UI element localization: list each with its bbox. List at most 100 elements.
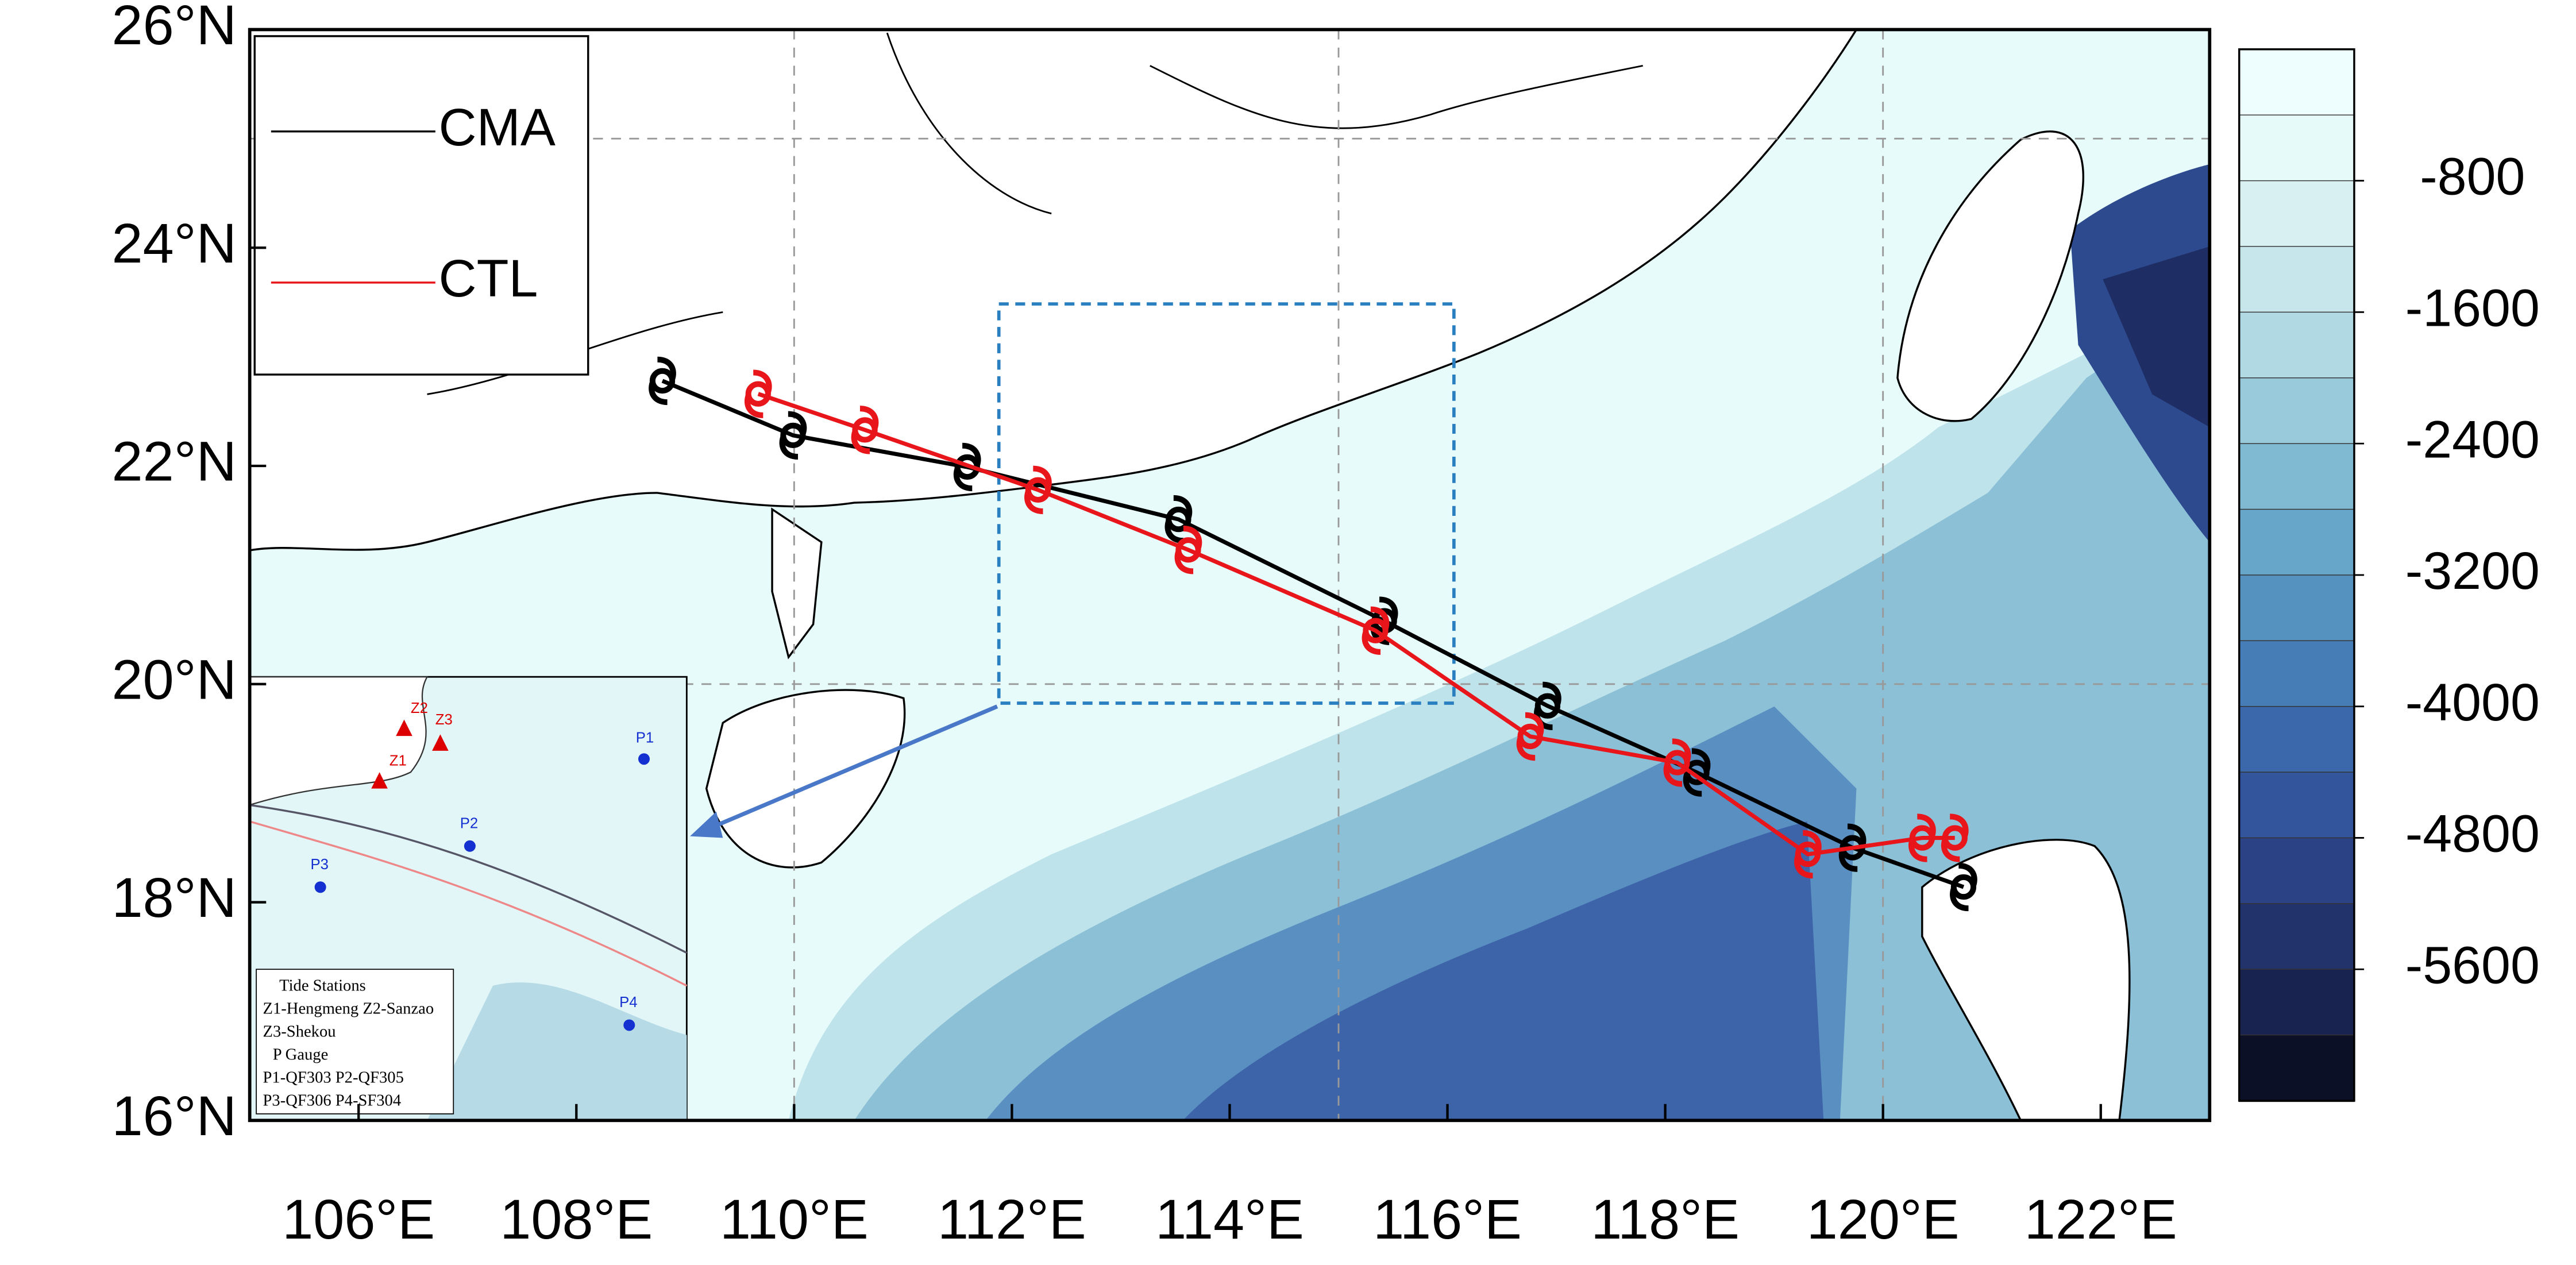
- x-tick-label: 120°E: [1807, 1188, 1960, 1251]
- station-label: Z1: [390, 753, 407, 769]
- y-tick-label: 16°N: [112, 1085, 237, 1147]
- typhoon-marker: [1362, 606, 1390, 655]
- inset-legend: [256, 969, 454, 1114]
- x-tick-label: 110°E: [720, 1188, 869, 1251]
- typhoon-marker: [1516, 712, 1544, 761]
- typhoon-arm: [649, 356, 676, 406]
- typhoon-arm: [779, 411, 807, 460]
- typhoon-eye: [1175, 537, 1201, 563]
- typhoon-eye: [1664, 750, 1690, 776]
- hainan: [705, 689, 906, 869]
- typhoon-marker: [779, 411, 807, 460]
- zoom-arrow: [705, 704, 998, 832]
- typhoon-arm: [1516, 712, 1544, 761]
- station-label: P1: [636, 730, 654, 746]
- typhoon-marker: [1950, 862, 1977, 912]
- typhoon-arm: [1663, 738, 1691, 787]
- colorbar-band: [2239, 837, 2355, 905]
- y-tick-label: 20°N: [112, 648, 237, 711]
- y-tick-label: 22°N: [112, 430, 237, 493]
- typhoon-marker: [1174, 526, 1202, 574]
- typhoon-eye: [1942, 825, 1968, 851]
- station-z2: [396, 719, 412, 736]
- typhoon-eye: [1795, 841, 1821, 867]
- x-tick-label: 118°E: [1591, 1188, 1740, 1251]
- legend-label: CMA: [439, 98, 556, 157]
- slope: [854, 295, 2210, 1121]
- typhoon-arm: [1370, 596, 1398, 645]
- station-z1: [371, 772, 388, 789]
- typhoon-eye: [1684, 759, 1710, 785]
- x-tick-label: 116°E: [1373, 1188, 1522, 1251]
- y-tick-label: 26°N: [112, 0, 237, 56]
- typhoon-eye: [1517, 723, 1543, 750]
- colorbar-label: -4800: [2405, 805, 2540, 863]
- deep-basin: [1182, 821, 1824, 1121]
- typhoon-eye: [649, 368, 676, 394]
- x-tick-label: 106°E: [282, 1188, 435, 1251]
- station-label: P3: [310, 857, 328, 873]
- y-tick-label: 18°N: [112, 866, 237, 929]
- typhoon-eye: [745, 381, 771, 407]
- typhoon-arm: [745, 369, 772, 418]
- legend-label: CTL: [439, 249, 538, 308]
- typhoon-eye: [1025, 477, 1051, 503]
- typhoon-arm: [1941, 813, 1969, 862]
- mainland: [249, 29, 1858, 551]
- colorbar: -800 -1600 -2400 -3200 -4000 -4800 -5600: [2238, 48, 2540, 1102]
- typhoon-marker: [1663, 738, 1691, 787]
- colorbar-band: [2239, 443, 2355, 511]
- colorbar-band: [2239, 49, 2355, 117]
- typhoon-arm: [1024, 465, 1052, 514]
- inset-deep: [427, 982, 687, 1121]
- inset-note: Z1-Hengmeng Z2-Sanzao: [263, 1000, 434, 1017]
- inset-land: [249, 676, 429, 806]
- colorbar-band: [2239, 640, 2355, 708]
- tracks: [649, 356, 1977, 912]
- station-z3: [432, 734, 449, 751]
- colorbar-band: [2239, 903, 2355, 971]
- y-tick-label: 24°N: [112, 212, 237, 275]
- colorbar-band: [2239, 114, 2355, 182]
- typhoon-eye: [1166, 506, 1191, 533]
- colorbar-band: [2239, 311, 2355, 379]
- colorbar-label: -1600: [2405, 279, 2540, 338]
- typhoon-arm: [1838, 823, 1867, 872]
- typhoon-marker: [851, 406, 879, 454]
- luzon: [1921, 839, 2131, 1121]
- x-tick-label: 114°E: [1155, 1188, 1304, 1251]
- station-label: Z3: [435, 712, 453, 728]
- typhoon-eye: [1950, 874, 1977, 900]
- axes: 106°E 108°E 110°E 112°E 114°E 116°E 118°E 120°E…: [112, 0, 2177, 1251]
- colorbar-label: -5600: [2405, 936, 2540, 994]
- typhoon-arm: [1174, 526, 1202, 574]
- typhoon-marker: [649, 356, 676, 406]
- colorbar-band: [2239, 969, 2355, 1036]
- colorbar-label: -3200: [2405, 542, 2540, 600]
- colorbar-band: [2239, 705, 2355, 774]
- typhoon-arm: [851, 406, 879, 454]
- x-tick-label: 112°E: [938, 1188, 1086, 1251]
- inset-note: P Gauge: [273, 1046, 329, 1064]
- typhoon-marker: [1794, 830, 1822, 879]
- inset-note: Tide Stations: [279, 977, 366, 994]
- gauge-p3: [314, 881, 326, 893]
- legend-box: [253, 35, 589, 376]
- legend: CMA CTL: [253, 35, 589, 376]
- typhoon-arm: [1794, 830, 1822, 879]
- colorbar-band: [2239, 180, 2355, 248]
- typhoon-eye: [852, 417, 878, 443]
- station-label: P4: [619, 994, 637, 1011]
- colorbar-band: [2239, 1034, 2355, 1102]
- track-line: [757, 392, 1955, 857]
- typhoon-eye: [780, 422, 806, 449]
- leizhou-peninsula: [771, 507, 823, 660]
- typhoon-eye: [1909, 825, 1935, 851]
- typhoon-arm: [1950, 862, 1977, 912]
- typhoon-eye: [1534, 693, 1561, 719]
- typhoon-marker: [1683, 748, 1711, 797]
- typhoon-arm: [953, 442, 981, 492]
- x-tick-label: 122°E: [2024, 1188, 2177, 1251]
